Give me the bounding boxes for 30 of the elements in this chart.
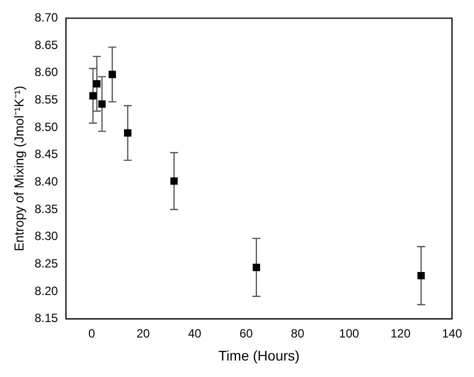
x-tick-label: 80 <box>290 326 305 340</box>
y-tick-label: 8.70 <box>34 10 58 25</box>
y-tick-label: 8.45 <box>34 147 58 162</box>
point <box>417 272 425 280</box>
y-tick-label: 8.25 <box>34 256 58 270</box>
x-tick-label: 100 <box>339 326 360 340</box>
y-tick-label: 8.50 <box>34 120 58 134</box>
y-tick-label: 8.35 <box>34 202 58 216</box>
y-tick-label: 8.60 <box>34 65 58 80</box>
y-tick-label: 8.55 <box>34 92 58 106</box>
x-tick-label: 140 <box>442 326 462 340</box>
point <box>170 177 178 185</box>
x-tick-label: 20 <box>136 326 150 340</box>
point <box>252 264 260 272</box>
x-tick-label: 0 <box>88 326 96 340</box>
y-tick-label: 8.65 <box>34 38 58 52</box>
point <box>124 129 132 137</box>
x-tick-label: 60 <box>239 326 254 340</box>
point <box>93 80 101 88</box>
y-axis-title: Entropy of Mixing (Jmol⁻¹K⁻¹) <box>11 86 26 252</box>
point <box>98 100 106 108</box>
x-tick-label: 40 <box>188 326 202 340</box>
y-tick-label: 8.20 <box>34 284 58 298</box>
y-tick-label: 8.30 <box>34 229 58 244</box>
y-tick-label: 8.15 <box>34 311 58 326</box>
y-tick-label: 8.40 <box>34 174 58 188</box>
x-axis-title: Time (Hours) <box>218 347 300 364</box>
point <box>108 70 116 78</box>
x-tick-label: 120 <box>390 326 411 340</box>
point <box>89 92 97 100</box>
